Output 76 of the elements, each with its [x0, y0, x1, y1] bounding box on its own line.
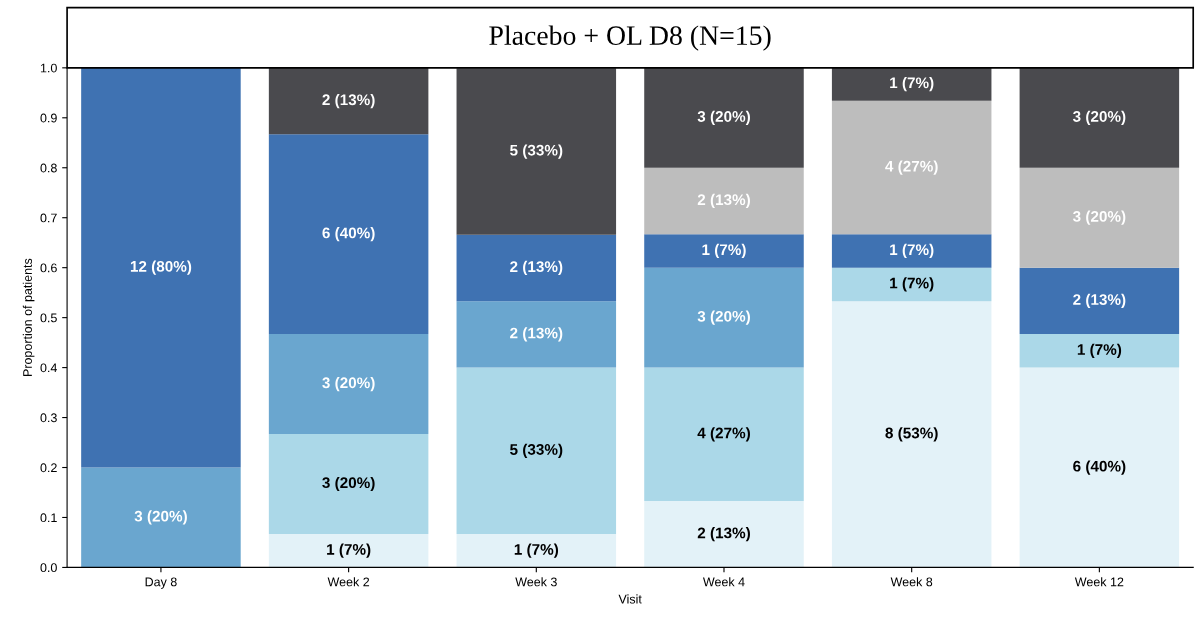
y-tick-label: 0.9	[40, 113, 57, 123]
data-label: 1 (7%)	[1077, 343, 1122, 358]
bar	[644, 67, 804, 168]
y-tick-label: 0.6	[40, 263, 57, 273]
y-tick-label: 0.2	[40, 463, 57, 473]
data-label: 1 (7%)	[327, 543, 371, 558]
data-label: 2 (13%)	[510, 260, 563, 276]
data-label: 1 (7%)	[514, 543, 559, 558]
bar	[81, 67, 241, 468]
bar	[456, 367, 617, 534]
y-tick-label: 0.1	[40, 513, 57, 523]
data-label: 1 (7%)	[702, 243, 746, 259]
x-tick-label: Week 2	[327, 577, 370, 587]
x-tick-label: Week 4	[702, 577, 745, 587]
y-tick-label: 0.4	[40, 363, 57, 373]
data-label: 5 (33%)	[510, 144, 563, 159]
bar	[456, 533, 617, 568]
bar	[831, 67, 992, 101]
data-label: 5 (33%)	[510, 443, 563, 458]
bar	[456, 234, 617, 302]
data-label: 4 (27%)	[885, 160, 938, 175]
y-tick-label: 0.7	[40, 213, 57, 223]
data-label: 12 (80%)	[130, 260, 192, 275]
x-tick-label: Week 12	[1074, 577, 1124, 587]
bar	[456, 68, 617, 235]
chart-title: Placebo + OL D8 (N=15)	[489, 25, 771, 51]
data-label: 6 (40%)	[1073, 460, 1126, 475]
bar	[644, 234, 804, 268]
x-tick-label: Week 3	[515, 577, 557, 587]
bar	[268, 334, 429, 435]
bar	[1019, 167, 1180, 268]
data-label: 3 (20%)	[322, 376, 375, 392]
data-label: 2 (13%)	[697, 527, 750, 542]
bar	[81, 467, 241, 568]
x-axis-title: Visit	[618, 594, 642, 604]
data-label: 3 (20%)	[1072, 110, 1126, 125]
data-label: 2 (13%)	[1073, 293, 1126, 309]
bar	[268, 67, 429, 135]
bar	[831, 234, 992, 268]
bar	[644, 167, 804, 235]
bar	[644, 267, 804, 368]
bar	[268, 434, 429, 534]
y-tick-label: 0.8	[40, 163, 57, 173]
data-label: 3 (20%)	[1072, 210, 1126, 225]
y-axis-title: Proportion of patients	[22, 258, 35, 377]
bar	[644, 367, 804, 501]
data-label: 3 (20%)	[134, 510, 187, 525]
bar	[1019, 67, 1180, 168]
data-label: 2 (13%)	[697, 193, 750, 209]
data-label: 1 (7%)	[890, 76, 934, 92]
data-label: 3 (20%)	[697, 310, 750, 325]
y-tick-label: 0.3	[40, 413, 57, 423]
x-tick-label: Day 8	[145, 577, 177, 589]
bar	[831, 100, 992, 235]
y-tick-label: 1.0	[40, 63, 57, 73]
bar	[268, 134, 429, 335]
data-label: 3 (20%)	[697, 110, 750, 125]
data-label: 6 (40%)	[322, 227, 375, 242]
bar	[1019, 334, 1180, 368]
bar	[831, 301, 992, 568]
y-tick-label: 0.5	[40, 313, 57, 323]
data-label: 4 (27%)	[697, 427, 750, 442]
data-label: 3 (20%)	[322, 476, 375, 492]
bar	[268, 533, 429, 568]
data-label: 2 (13%)	[510, 327, 563, 342]
bar	[1019, 367, 1180, 568]
data-label: 1 (7%)	[890, 277, 934, 292]
y-tick-label: 0.0	[40, 563, 57, 573]
data-label: 8 (53%)	[885, 427, 938, 442]
bar	[644, 500, 804, 568]
bar	[456, 301, 617, 368]
bar	[1019, 267, 1180, 335]
bar	[831, 267, 992, 302]
x-tick-label: Week 8	[890, 577, 933, 587]
data-label: 1 (7%)	[890, 243, 934, 259]
data-label: 2 (13%)	[322, 93, 375, 109]
